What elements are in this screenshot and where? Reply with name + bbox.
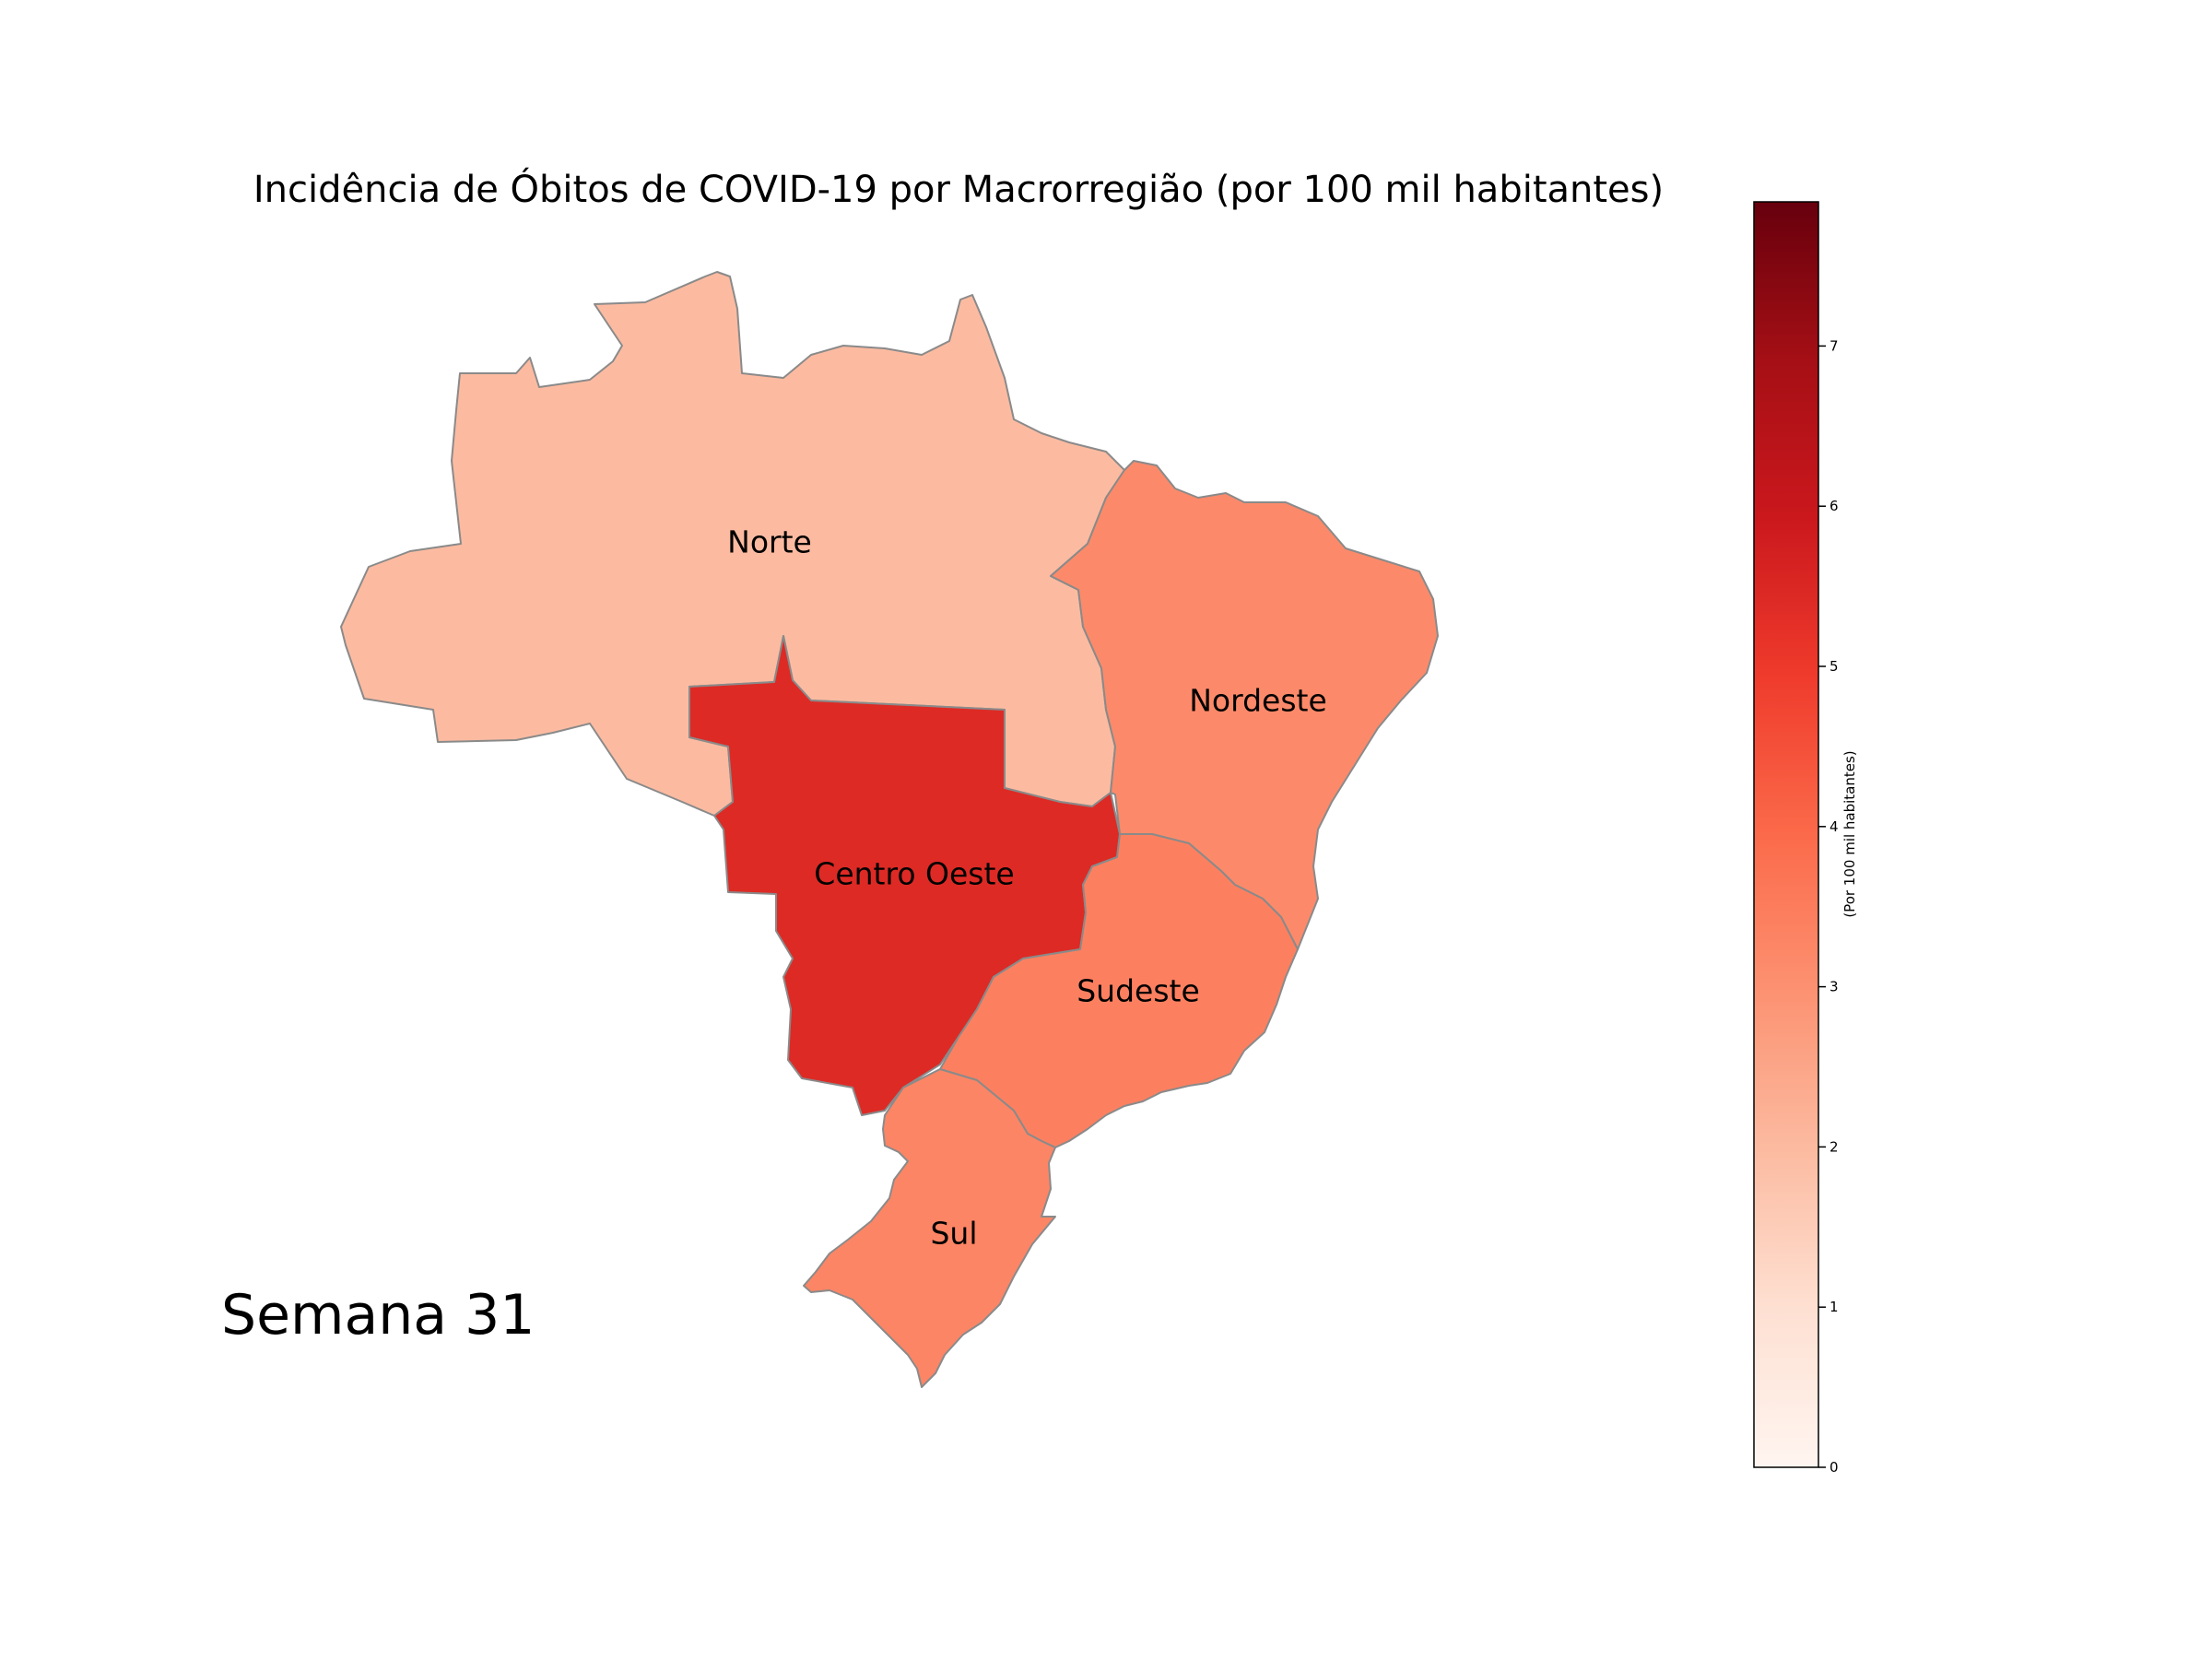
colorbar-tick-label: 5 <box>1830 658 1839 675</box>
colorbar-tick-label: 2 <box>1830 1138 1839 1155</box>
region-label-centro-oeste: Centro Oeste <box>814 856 1014 892</box>
region-label-sul: Sul <box>930 1216 977 1252</box>
region-sudeste[interactable] <box>939 833 1299 1148</box>
colorbar-tick-label: 6 <box>1830 498 1839 514</box>
week-label: Semana 31 <box>221 1283 535 1347</box>
region-label-nordeste: Nordeste <box>1189 683 1327 719</box>
colorbar-tick-label: 3 <box>1830 979 1839 995</box>
colorbar-tick-label: 4 <box>1830 818 1839 835</box>
region-sul[interactable] <box>803 1068 1056 1388</box>
map-title: Incidência de Óbitos de COVID-19 por Mac… <box>253 169 1665 211</box>
colorbar-tick-label: 7 <box>1830 337 1839 354</box>
colorbar-axis-label: (Por 100 mil habitantes) <box>1841 750 1858 917</box>
colorbar-tick-label: 0 <box>1830 1459 1839 1476</box>
region-label-norte: Norte <box>727 524 812 560</box>
region-label-sudeste: Sudeste <box>1077 973 1200 1009</box>
colorbar-gradient <box>1753 201 1819 1468</box>
colorbar-tick-label: 1 <box>1830 1299 1839 1315</box>
region-nordeste[interactable] <box>1050 460 1439 950</box>
